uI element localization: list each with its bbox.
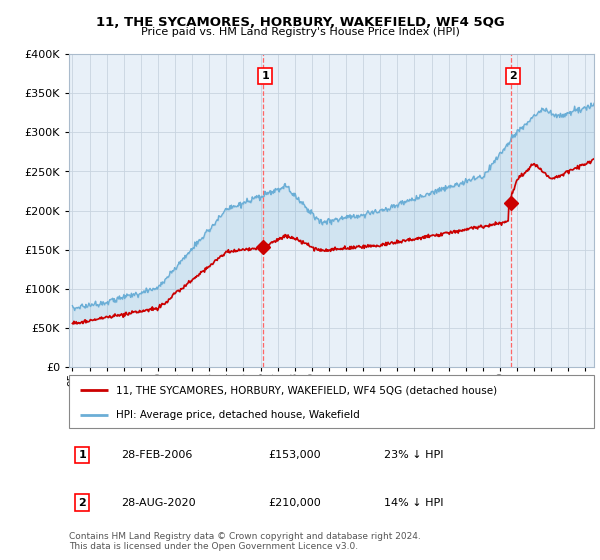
Text: 28-FEB-2006: 28-FEB-2006 [121, 450, 193, 460]
Text: 2: 2 [509, 71, 517, 81]
Text: 28-AUG-2020: 28-AUG-2020 [121, 498, 196, 507]
FancyBboxPatch shape [69, 375, 594, 428]
Text: £210,000: £210,000 [269, 498, 321, 507]
Text: 11, THE SYCAMORES, HORBURY, WAKEFIELD, WF4 5QG: 11, THE SYCAMORES, HORBURY, WAKEFIELD, W… [95, 16, 505, 29]
Text: 23% ↓ HPI: 23% ↓ HPI [384, 450, 443, 460]
Text: 2: 2 [78, 498, 86, 507]
Text: 14% ↓ HPI: 14% ↓ HPI [384, 498, 443, 507]
Text: 1: 1 [261, 71, 269, 81]
Text: 11, THE SYCAMORES, HORBURY, WAKEFIELD, WF4 5QG (detached house): 11, THE SYCAMORES, HORBURY, WAKEFIELD, W… [116, 385, 497, 395]
Text: Price paid vs. HM Land Registry's House Price Index (HPI): Price paid vs. HM Land Registry's House … [140, 27, 460, 38]
Text: Contains HM Land Registry data © Crown copyright and database right 2024.
This d: Contains HM Land Registry data © Crown c… [69, 532, 421, 552]
Text: HPI: Average price, detached house, Wakefield: HPI: Average price, detached house, Wake… [116, 410, 360, 420]
Text: 1: 1 [78, 450, 86, 460]
Text: £153,000: £153,000 [269, 450, 321, 460]
